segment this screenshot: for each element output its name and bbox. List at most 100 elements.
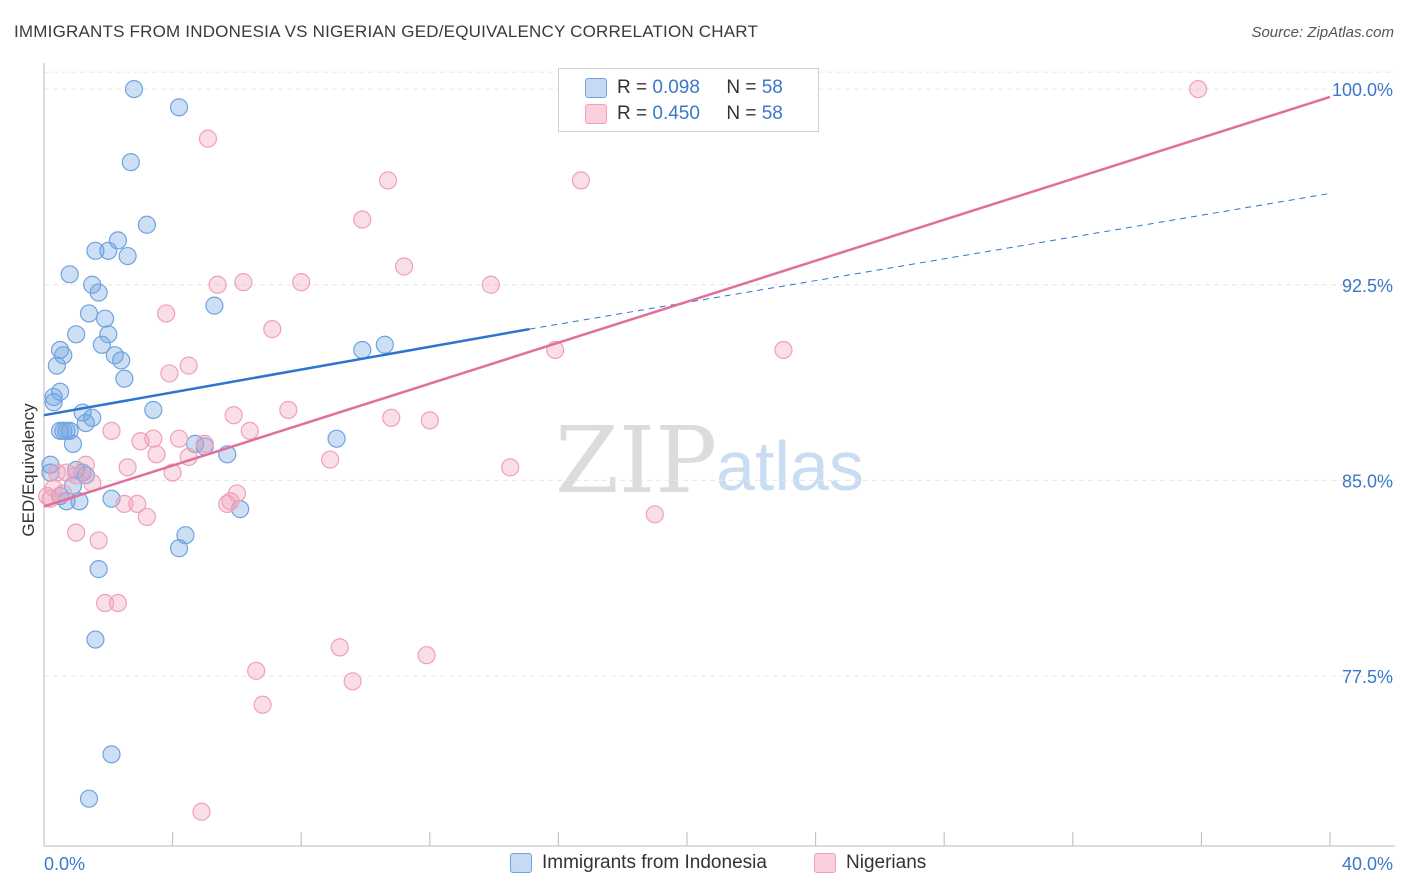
indonesia-point [79, 789, 99, 808]
nigerians-point [343, 672, 362, 691]
nigerians-point [131, 432, 150, 451]
y-tick-label: 77.5% [1342, 667, 1393, 687]
nigerians-point [179, 356, 198, 375]
y-tick-label: 92.5% [1342, 276, 1393, 296]
bottom-legend-indonesia: Immigrants from Indonesia [510, 852, 767, 874]
nigerians-point [420, 411, 439, 430]
nigerians-point [89, 531, 108, 550]
indonesia-point [60, 265, 79, 284]
nigerians-trend-line [43, 95, 1331, 508]
nigerians-point [163, 463, 182, 482]
indonesia-swatch [585, 78, 607, 98]
nigerians-point [571, 171, 591, 190]
nigerians-point [382, 408, 401, 427]
nigerians-point [240, 421, 259, 440]
indonesia-point [89, 283, 108, 302]
nigerians-point [1189, 79, 1208, 99]
nigerians-point [169, 429, 189, 448]
indonesia-point [67, 325, 86, 344]
indonesia-point [63, 434, 83, 453]
indonesia-point [169, 98, 189, 117]
nigerians-point [224, 406, 243, 425]
bottom-legend-nigerians: Nigerians [814, 852, 926, 874]
indonesia-point [44, 393, 63, 412]
indonesia-point [327, 429, 346, 448]
nigerians-point [645, 505, 664, 524]
legend-n-value: 58 [761, 103, 783, 124]
correlation-legend: R = 0.098 N = 58 R = 0.450 N = 58 [558, 68, 819, 132]
indonesia-point [41, 463, 60, 482]
nigerians-point [247, 661, 266, 680]
bottom-legend-label: Nigerians [846, 852, 927, 873]
nigerians-point [160, 364, 179, 383]
nigerians-point [195, 434, 214, 453]
nigerians-point [95, 593, 115, 613]
nigerians-point [192, 802, 211, 821]
indonesia-point [137, 215, 156, 234]
indonesia-point [44, 387, 63, 407]
legend-n-value: 58 [761, 77, 783, 98]
nigerians-point [263, 320, 282, 339]
nigerians-point [102, 421, 121, 440]
indonesia-point [86, 630, 105, 649]
legend-r-label: R = [617, 77, 648, 98]
source-label: Source: ZipAtlas.com [1251, 24, 1394, 41]
indonesia-trend-line [43, 327, 530, 417]
indonesia-point [144, 400, 163, 420]
indonesia-point [115, 369, 134, 388]
indonesia-point [99, 241, 118, 260]
nigerians-point [128, 494, 147, 513]
nigerians-point [137, 507, 156, 527]
nigerians-point [394, 257, 414, 276]
indonesia-point [89, 560, 108, 579]
nigerians-point [208, 275, 227, 294]
nigerians-point [481, 275, 500, 294]
nigerians-point [115, 494, 134, 513]
indonesia-point [353, 340, 372, 360]
nigerians-point [118, 458, 137, 477]
nigerians-point [279, 400, 298, 420]
indonesia-point [99, 325, 118, 344]
indonesia-point [95, 309, 115, 328]
indonesia-point [102, 745, 121, 764]
nigerians-point [147, 445, 166, 464]
x-tick-label: 0.0% [44, 854, 85, 874]
indonesia-point [54, 346, 73, 365]
indonesia-point [205, 296, 224, 315]
nigerians-point [292, 273, 311, 292]
indonesia-point [92, 335, 111, 354]
nigerians-point [417, 646, 436, 665]
indonesia-point [118, 246, 137, 266]
legend-n-label: N = [726, 77, 757, 98]
nigerians-point [378, 171, 398, 190]
bottom-legend-label: Immigrants from Indonesia [542, 852, 767, 873]
indonesia-point [375, 335, 394, 354]
nigerians-point [321, 450, 340, 469]
indonesia-point [112, 351, 131, 370]
watermark-zip: ZIP [555, 407, 717, 514]
legend-r-value: 0.450 [652, 103, 700, 124]
nigerians-point [47, 463, 66, 482]
watermark-atlas: atlas [716, 427, 864, 505]
indonesia-point [76, 413, 95, 433]
indonesia-trend-extension [529, 192, 1331, 330]
indonesia-point [169, 539, 189, 558]
nigerians-swatch [814, 853, 836, 873]
y-tick-label: 100.0% [1332, 80, 1393, 100]
y-axis-label: GED/Equivalency [19, 403, 38, 537]
y-tick-label: 85.0% [1342, 471, 1393, 491]
indonesia-point [50, 340, 70, 360]
x-tick-label: 40.0% [1342, 854, 1393, 874]
indonesia-point [121, 153, 140, 172]
indonesia-swatch [510, 853, 532, 873]
nigerians-point [253, 695, 272, 714]
nigerians-point [501, 458, 520, 477]
indonesia-point [79, 304, 99, 323]
nigerians-point [218, 494, 237, 513]
chart-title: IMMIGRANTS FROM INDONESIA VS NIGERIAN GE… [14, 22, 759, 41]
nigerians-point [774, 340, 793, 360]
nigerians-point [198, 129, 218, 148]
indonesia-point [50, 421, 70, 440]
legend-r-value: 0.098 [652, 77, 700, 98]
